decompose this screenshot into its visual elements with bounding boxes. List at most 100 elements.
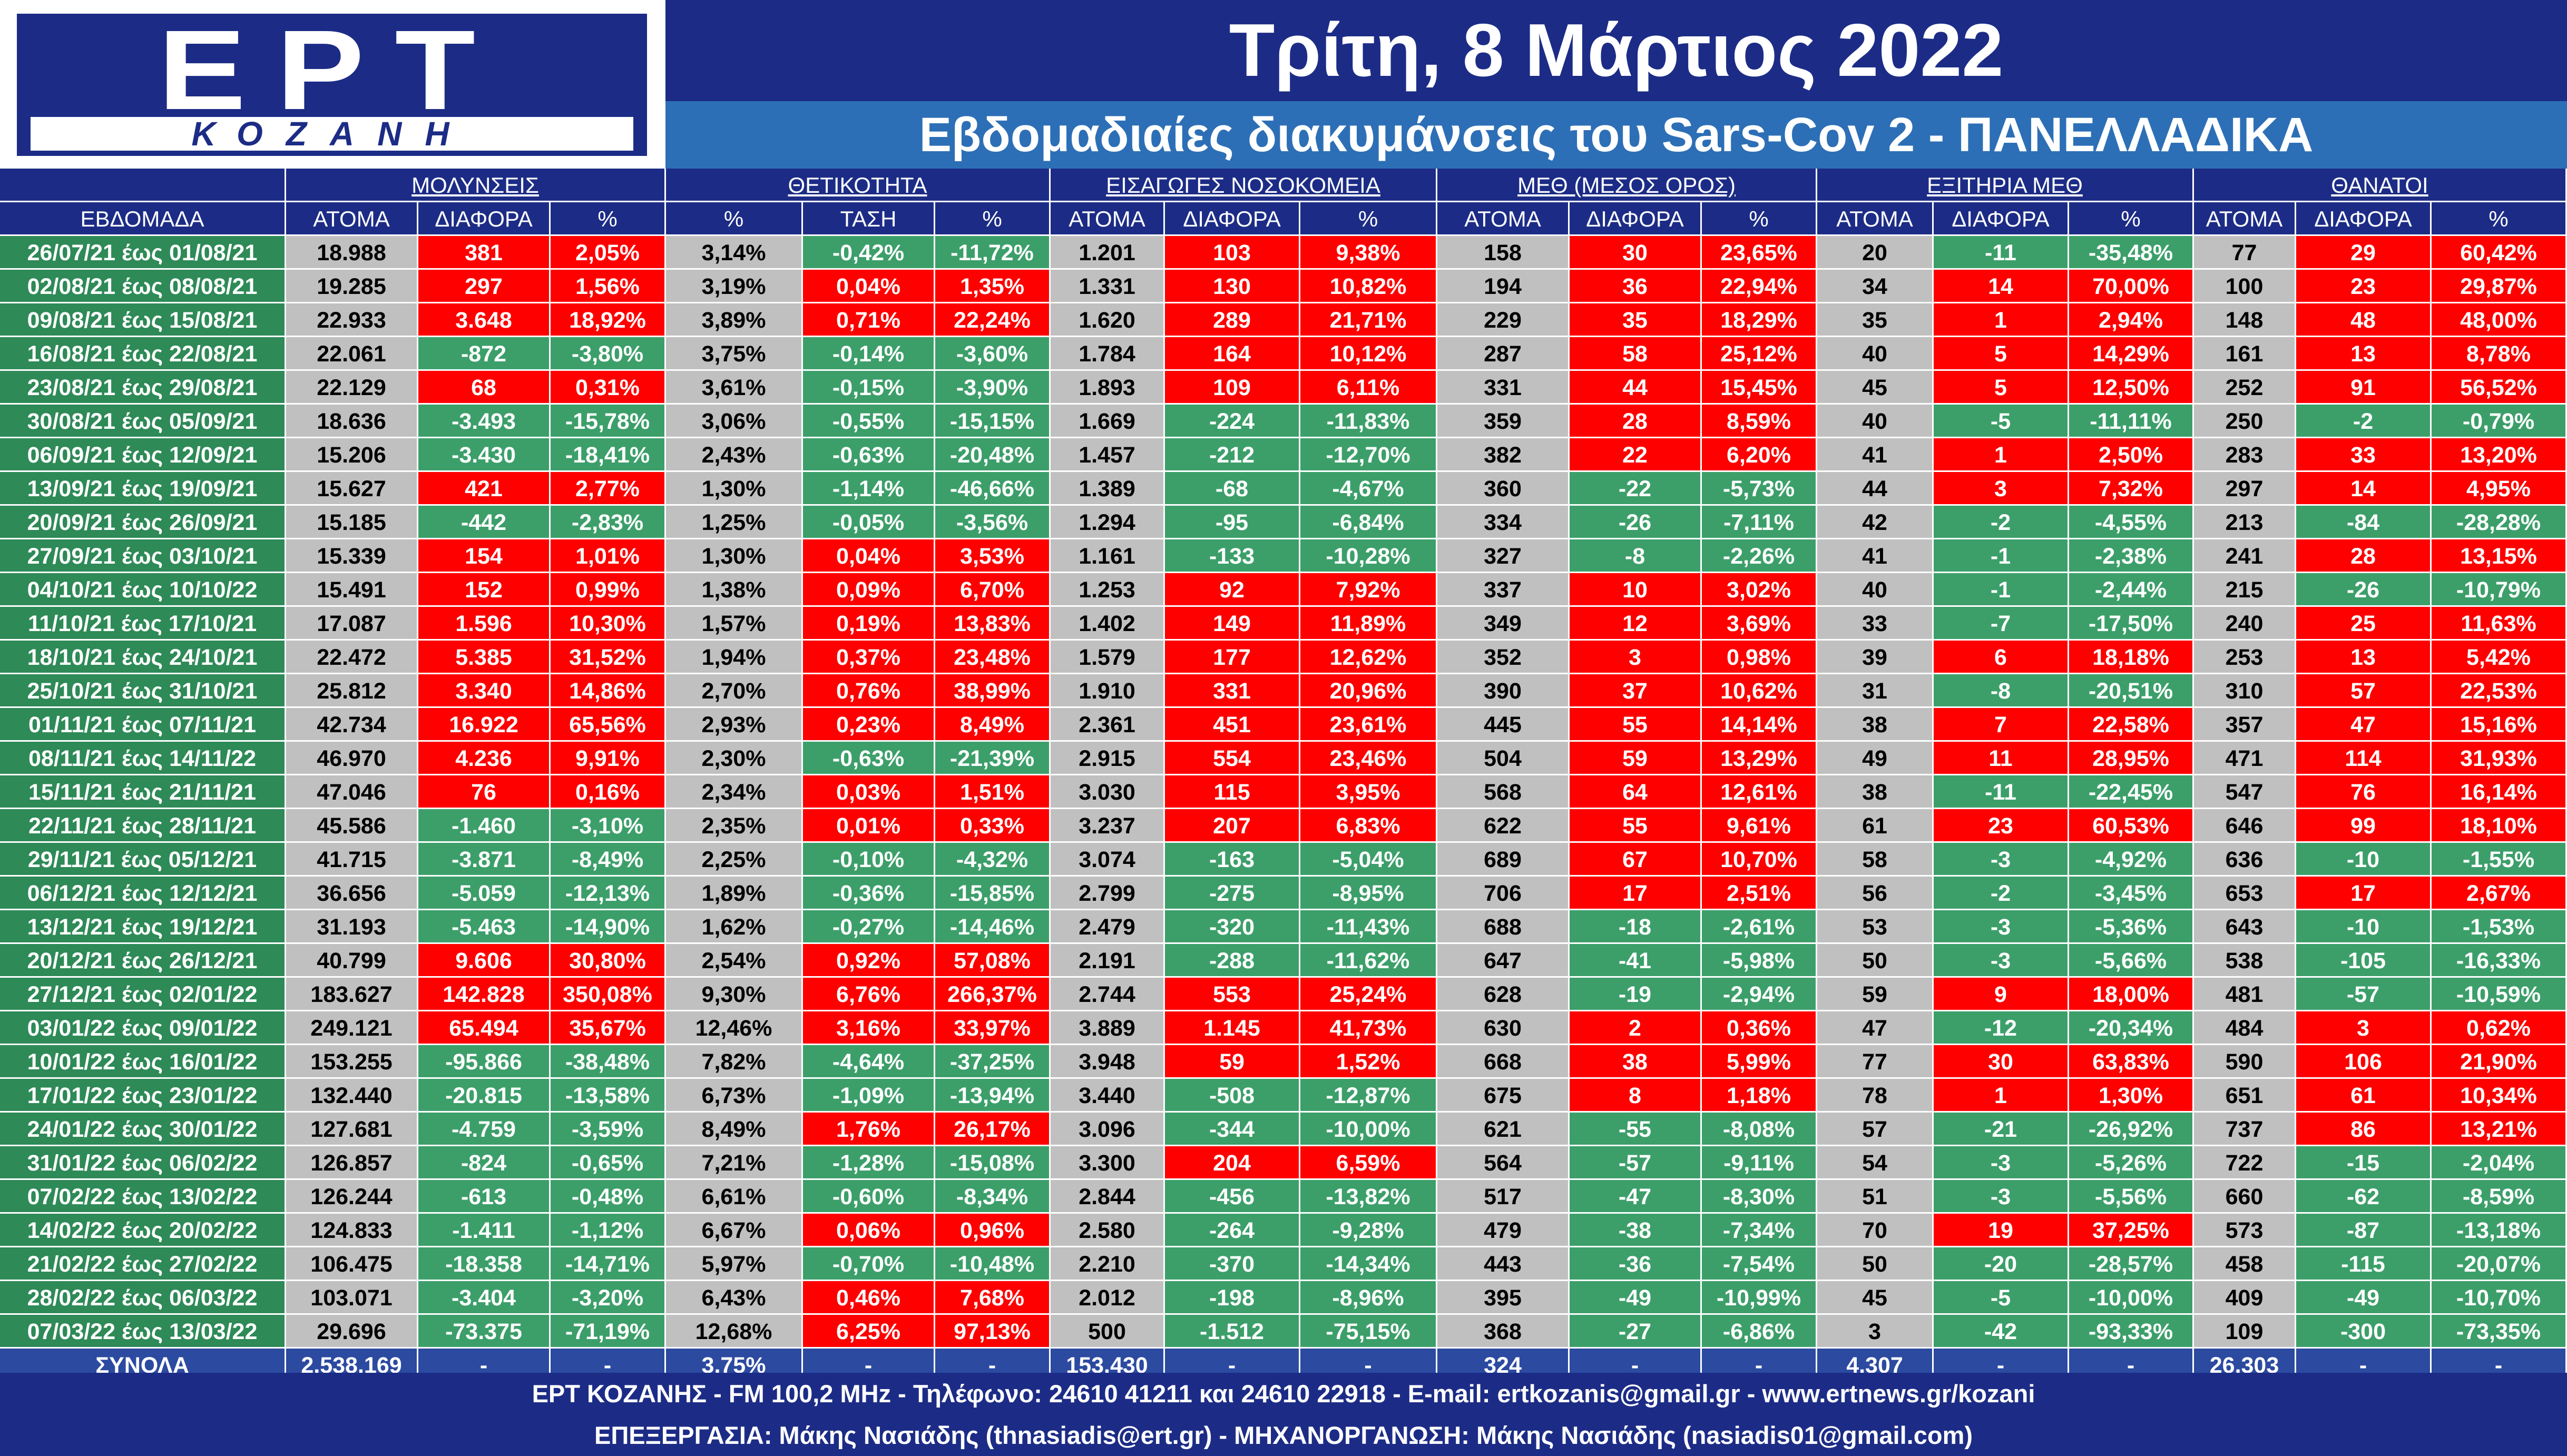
value-cell: -5,98% — [1702, 944, 1817, 978]
value-cell: 40 — [1817, 405, 1934, 438]
value-cell: 25,12% — [1702, 337, 1817, 371]
value-cell: 0,09% — [803, 573, 935, 607]
value-cell: 18,18% — [2069, 641, 2194, 674]
value-cell: 643 — [2194, 910, 2296, 944]
value-cell: 18,92% — [551, 303, 666, 337]
value-cell: -8,08% — [1702, 1113, 1817, 1146]
value-cell: -2 — [1934, 506, 2069, 539]
value-cell: -13,94% — [935, 1079, 1051, 1113]
value-cell: 63,83% — [2069, 1045, 2194, 1079]
value-cell: 646 — [2194, 809, 2296, 843]
value-cell: 451 — [1165, 708, 1300, 742]
value-cell: 1.457 — [1051, 438, 1165, 472]
column-header: % — [1300, 202, 1437, 236]
value-cell: -8,49% — [551, 843, 666, 877]
column-header: ΑΤΟΜΑ — [286, 202, 418, 236]
page-subtitle: Εβδομαδιαίες διακυμάνσεις του Sars-Cov 2… — [665, 101, 2567, 169]
value-cell: 287 — [1437, 337, 1570, 371]
value-cell: 1,25% — [666, 506, 803, 539]
value-cell: 35,67% — [551, 1011, 666, 1045]
value-cell: 6,73% — [666, 1079, 803, 1113]
value-cell: 18.636 — [286, 405, 418, 438]
value-cell: -19 — [1570, 978, 1702, 1011]
value-cell: 16.922 — [418, 708, 551, 742]
week-cell: 15/11/21 έως 21/11/21 — [0, 775, 286, 809]
week-cell: 06/12/21 έως 12/12/21 — [0, 877, 286, 910]
value-cell: 106 — [2296, 1045, 2432, 1079]
table-row: 22/11/21 έως 28/11/21 45.586 -1.460 -3,10% 2… — [0, 809, 2567, 843]
value-cell: -68 — [1165, 472, 1300, 506]
value-cell: -1,09% — [803, 1079, 935, 1113]
value-cell: 114 — [2296, 742, 2432, 775]
week-cell: 27/12/21 έως 02/01/22 — [0, 978, 286, 1011]
value-cell: -0,15% — [803, 371, 935, 405]
value-cell: 647 — [1437, 944, 1570, 978]
value-cell: 13,29% — [1702, 742, 1817, 775]
value-cell: 152 — [418, 573, 551, 607]
value-cell: -10 — [2296, 910, 2432, 944]
value-cell: 1,51% — [935, 775, 1051, 809]
value-cell: 1,38% — [666, 573, 803, 607]
value-cell: -613 — [418, 1180, 551, 1214]
value-cell: -62 — [2296, 1180, 2432, 1214]
value-cell: 12,61% — [1702, 775, 1817, 809]
value-cell: 2.210 — [1051, 1247, 1165, 1281]
value-cell: -5,66% — [2069, 944, 2194, 978]
value-cell: -49 — [2296, 1281, 2432, 1315]
value-cell: -10,00% — [1300, 1113, 1437, 1146]
value-cell: 106.475 — [286, 1247, 418, 1281]
value-cell: 19 — [1934, 1214, 2069, 1247]
week-cell: 09/08/21 έως 15/08/21 — [0, 303, 286, 337]
value-cell: 153.255 — [286, 1045, 418, 1079]
group-header: ΕΙΣΑΓΩΓΕΣ ΝΟΣΟΚΟΜΕΙΑ — [1051, 169, 1437, 202]
value-cell: 12,46% — [666, 1011, 803, 1045]
value-cell: -13,18% — [2432, 1214, 2567, 1247]
value-cell: 0,06% — [803, 1214, 935, 1247]
value-cell: 100 — [2194, 270, 2296, 303]
value-cell: -10,28% — [1300, 539, 1437, 573]
value-cell: -2,38% — [2069, 539, 2194, 573]
value-cell: 2,05% — [551, 236, 666, 270]
value-cell: 22,94% — [1702, 270, 1817, 303]
week-cell: 31/01/22 έως 06/02/22 — [0, 1146, 286, 1180]
group-header: ΕΞΙΤΗΡΙΑ ΜΕΘ — [1817, 169, 2194, 202]
value-cell: 3,14% — [666, 236, 803, 270]
value-cell: 547 — [2194, 775, 2296, 809]
value-cell: -6,84% — [1300, 506, 1437, 539]
value-cell: 2 — [1570, 1011, 1702, 1045]
week-cell: 13/09/21 έως 19/09/21 — [0, 472, 286, 506]
value-cell: -71,19% — [551, 1315, 666, 1349]
value-cell: 0,01% — [803, 809, 935, 843]
value-cell: 289 — [1165, 303, 1300, 337]
value-cell: 6,20% — [1702, 438, 1817, 472]
value-cell: 7,68% — [935, 1281, 1051, 1315]
value-cell: -3,60% — [935, 337, 1051, 371]
value-cell: 368 — [1437, 1315, 1570, 1349]
group-header: ΜΟΛΥΝΣΕΙΣ — [286, 169, 666, 202]
value-cell: 22,58% — [2069, 708, 2194, 742]
table-row: 03/01/22 έως 09/01/22 249.121 65.494 35,67%… — [0, 1011, 2567, 1045]
value-cell: 350,08% — [551, 978, 666, 1011]
value-cell: -1.411 — [418, 1214, 551, 1247]
table-row: 11/10/21 έως 17/10/21 17.087 1.596 10,30% 1,… — [0, 607, 2567, 641]
value-cell: -46,66% — [935, 472, 1051, 506]
value-cell: -84 — [2296, 506, 2432, 539]
value-cell: 64 — [1570, 775, 1702, 809]
value-cell: 2,70% — [666, 674, 803, 708]
table-row: 23/08/21 έως 29/08/21 22.129 68 0,31% 3,61% -… — [0, 371, 2567, 405]
value-cell: 349 — [1437, 607, 1570, 641]
value-cell: -47 — [1570, 1180, 1702, 1214]
value-cell: 395 — [1437, 1281, 1570, 1315]
value-cell: 310 — [2194, 674, 2296, 708]
week-column-header: ΕΒΔΟΜΑΔΑ — [0, 202, 286, 236]
value-cell: 31 — [1817, 674, 1934, 708]
value-cell: 517 — [1437, 1180, 1570, 1214]
value-cell: 23 — [2296, 270, 2432, 303]
value-cell: 1.893 — [1051, 371, 1165, 405]
value-cell: -4,92% — [2069, 843, 2194, 877]
value-cell: 1.294 — [1051, 506, 1165, 539]
value-cell: 10 — [1570, 573, 1702, 607]
footer-contact-line: ΕΡΤ ΚΟΖΑΝΗΣ - FM 100,2 MHz - Τηλέφωνο: 2… — [532, 1380, 2035, 1408]
value-cell: 3,06% — [666, 405, 803, 438]
column-header: ΔΙΑΦΟΡΑ — [1165, 202, 1300, 236]
